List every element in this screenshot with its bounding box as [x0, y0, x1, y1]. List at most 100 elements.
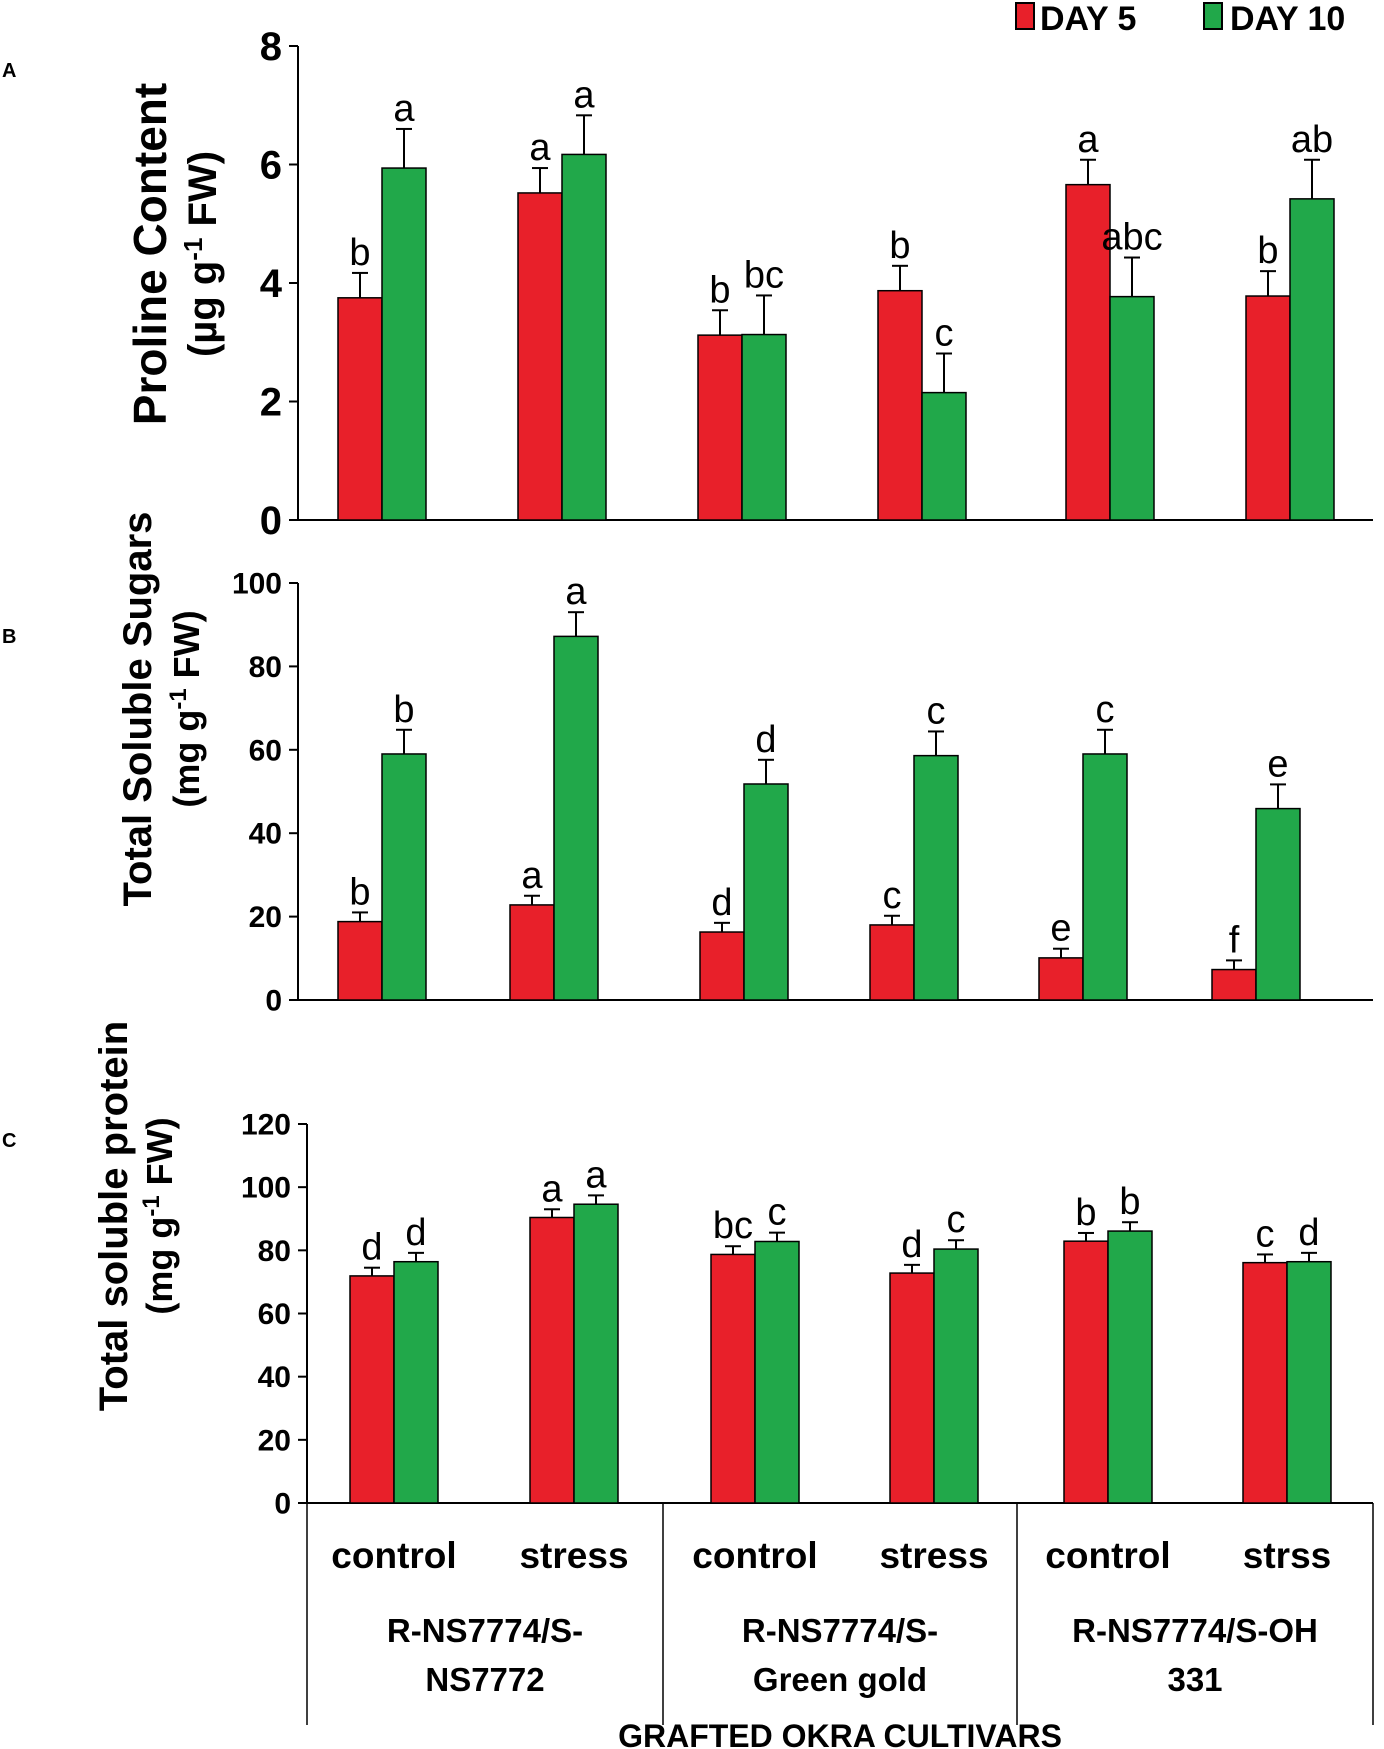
bar-day10 [381, 167, 427, 521]
significance-letter: a [521, 855, 543, 897]
panel-b-ylabel-line1: Total Soluble Sugars [116, 512, 160, 907]
significance-letter: a [585, 1154, 607, 1196]
y-tick-label: 4 [260, 262, 283, 306]
category-table: control stress control stress control st… [306, 1503, 1374, 1749]
significance-letter: a [529, 127, 551, 169]
treatment-label: stress [879, 1535, 988, 1576]
cultivar-label-line2: 331 [1167, 1661, 1222, 1698]
bar-day5 [869, 924, 915, 1001]
bar-day10 [1255, 807, 1301, 1001]
significance-letter: b [1119, 1181, 1140, 1223]
significance-letter: c [1256, 1213, 1275, 1255]
bar-day5 [349, 1275, 395, 1504]
y-tick-label: 60 [249, 734, 282, 767]
panel-a-ylabel-prefix: (µg g [181, 261, 225, 357]
significance-letter: c [927, 690, 946, 732]
significance-letter: e [1050, 908, 1071, 950]
panel-a-ylabel-line2: (µg g-1 FW) [178, 151, 225, 357]
bar-day5 [1245, 295, 1291, 521]
y-tick-label: 60 [258, 1298, 291, 1331]
bar-day5 [697, 334, 743, 521]
bar-day5 [509, 904, 555, 1001]
bar-day5 [529, 1216, 575, 1504]
bar-day5 [710, 1253, 756, 1504]
treatment-label: control [692, 1535, 817, 1576]
significance-letter: a [393, 88, 415, 130]
significance-letter: ab [1291, 119, 1333, 161]
panel-a: Proline Content (µg g-1 FW) 02468babbaba… [124, 25, 1373, 543]
significance-letter: b [709, 269, 730, 311]
significance-letter: c [768, 1192, 787, 1234]
cultivar-label-line2: Green gold [753, 1661, 927, 1698]
x-axis-title: GRAFTED OKRA CULTIVARS [618, 1718, 1062, 1749]
significance-letter: d [361, 1227, 382, 1269]
bar-day5 [1038, 957, 1084, 1001]
bar-day5 [337, 920, 383, 1001]
bar-day10 [913, 754, 959, 1001]
bar-day5 [337, 297, 383, 521]
cultivar-label-line1: R-NS7774/S-OH [1072, 1612, 1318, 1649]
cultivar-label-line2: NS7772 [425, 1661, 544, 1698]
y-tick-label: 20 [249, 901, 282, 934]
panel-c-ylabel-prefix: (mg g [139, 1217, 180, 1315]
bar-day10 [1107, 1230, 1153, 1504]
legend-label-day10: DAY 10 [1230, 0, 1345, 38]
legend: DAY 5 DAY 10 [1015, 0, 1345, 38]
significance-letter: bc [713, 1205, 753, 1247]
bar-day10 [1109, 295, 1155, 521]
legend-label-day5: DAY 5 [1040, 0, 1136, 38]
bar-day5 [1065, 183, 1111, 521]
panel-a-ylabel-line1: Proline Content [124, 83, 176, 425]
bar-day10 [393, 1260, 439, 1504]
y-tick-label: 20 [258, 1424, 291, 1457]
significance-letter: e [1267, 743, 1288, 785]
y-tick-label: 80 [249, 651, 282, 684]
significance-letter: b [889, 225, 910, 267]
panel-a-ylabel-suffix: FW) [181, 151, 225, 238]
bar-day10 [381, 753, 427, 1001]
bar-day10 [754, 1240, 800, 1504]
bar-day10 [1289, 198, 1335, 521]
significance-letter: d [405, 1212, 426, 1254]
panel-label-a: A [2, 60, 16, 82]
treatment-label: strss [1243, 1535, 1331, 1576]
significance-letter: a [1077, 119, 1099, 161]
significance-letter: b [1075, 1192, 1096, 1234]
y-tick-label: 100 [241, 1172, 291, 1205]
panel-c-ylabel-line1: Total soluble protein [92, 1021, 136, 1411]
bar-day10 [553, 635, 599, 1001]
treatment-label: stress [519, 1535, 628, 1576]
bar-day5 [1211, 968, 1257, 1001]
y-tick-label: 0 [274, 1488, 291, 1521]
significance-letter: b [349, 232, 370, 274]
y-tick-label: 100 [232, 568, 282, 601]
y-tick-label: 80 [258, 1235, 291, 1268]
bar-day10 [741, 333, 787, 521]
y-tick-label: 40 [249, 818, 282, 851]
y-tick-label: 40 [258, 1361, 291, 1394]
bar-day10 [933, 1248, 979, 1504]
significance-letter: c [947, 1199, 966, 1241]
y-tick-label: 0 [260, 499, 282, 543]
y-tick-label: 8 [260, 25, 282, 69]
bar-day10 [573, 1203, 619, 1504]
legend-swatch-day5 [1015, 2, 1035, 30]
significance-letter: b [1257, 230, 1278, 272]
significance-letter: abc [1101, 217, 1162, 259]
significance-letter: bc [744, 254, 784, 296]
panel-b-ylabel-line2: (mg g-1 FW) [165, 610, 207, 807]
significance-letter: c [935, 313, 954, 355]
bar-day5 [877, 289, 923, 521]
bar-day10 [743, 783, 789, 1001]
panel-c-ylabel-suffix: FW) [139, 1117, 180, 1195]
bar-day5 [889, 1272, 935, 1504]
bar-day10 [921, 391, 967, 521]
significance-letter: f [1229, 919, 1240, 961]
significance-letter: d [901, 1224, 922, 1266]
panel-c: Total soluble protein (mg g-1 FW) 0 20 40 6… [92, 1021, 1373, 1521]
significance-letter: c [883, 875, 902, 917]
legend-swatch-day10 [1203, 2, 1223, 30]
